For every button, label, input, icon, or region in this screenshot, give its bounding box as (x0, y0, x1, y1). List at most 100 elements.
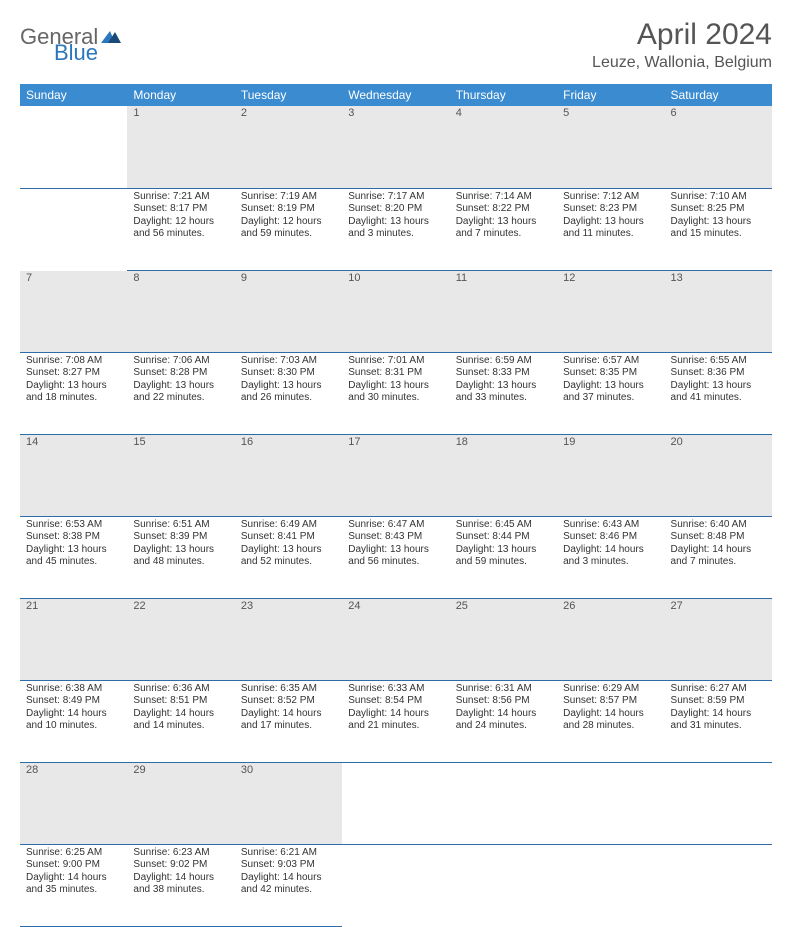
day-line: Daylight: 14 hours (348, 708, 443, 721)
day-body: Sunrise: 6:29 AMSunset: 8:57 PMDaylight:… (557, 681, 664, 737)
calendar-table: SundayMondayTuesdayWednesdayThursdayFrid… (20, 84, 772, 927)
day-cell: Sunrise: 6:59 AMSunset: 8:33 PMDaylight:… (450, 352, 557, 434)
day-line: Daylight: 13 hours (563, 216, 658, 229)
day-line: Daylight: 13 hours (241, 380, 336, 393)
day-line: Daylight: 13 hours (26, 380, 121, 393)
day-body: Sunrise: 6:55 AMSunset: 8:36 PMDaylight:… (665, 353, 772, 409)
day-cell: Sunrise: 6:57 AMSunset: 8:35 PMDaylight:… (557, 352, 664, 434)
week-row: Sunrise: 7:08 AMSunset: 8:27 PMDaylight:… (20, 352, 772, 434)
day-number-cell: 9 (235, 270, 342, 352)
week-row: Sunrise: 6:53 AMSunset: 8:38 PMDaylight:… (20, 516, 772, 598)
day-cell: Sunrise: 6:47 AMSunset: 8:43 PMDaylight:… (342, 516, 449, 598)
day-line: Sunset: 8:33 PM (456, 367, 551, 380)
day-line: Sunrise: 7:12 AM (563, 191, 658, 204)
day-cell: Sunrise: 7:03 AMSunset: 8:30 PMDaylight:… (235, 352, 342, 434)
day-cell: Sunrise: 6:53 AMSunset: 8:38 PMDaylight:… (20, 516, 127, 598)
day-number: 3 (342, 106, 449, 122)
day-number-cell: 28 (20, 762, 127, 844)
day-line: Daylight: 13 hours (563, 380, 658, 393)
day-cell: Sunrise: 6:21 AMSunset: 9:03 PMDaylight:… (235, 844, 342, 926)
day-number-cell (450, 762, 557, 844)
day-line: Sunrise: 7:03 AM (241, 355, 336, 368)
day-body: Sunrise: 6:36 AMSunset: 8:51 PMDaylight:… (127, 681, 234, 737)
day-cell: Sunrise: 7:10 AMSunset: 8:25 PMDaylight:… (665, 188, 772, 270)
day-line: and 17 minutes. (241, 720, 336, 733)
day-body: Sunrise: 6:57 AMSunset: 8:35 PMDaylight:… (557, 353, 664, 409)
day-line: Sunset: 9:00 PM (26, 859, 121, 872)
day-number: 1 (127, 106, 234, 122)
day-number-cell: 18 (450, 434, 557, 516)
day-number: 29 (127, 763, 234, 779)
day-body: Sunrise: 6:53 AMSunset: 8:38 PMDaylight:… (20, 517, 127, 573)
day-line: Sunrise: 7:19 AM (241, 191, 336, 204)
day-line: and 11 minutes. (563, 228, 658, 241)
day-line: Daylight: 14 hours (241, 872, 336, 885)
day-number: 2 (235, 106, 342, 122)
day-cell: Sunrise: 7:12 AMSunset: 8:23 PMDaylight:… (557, 188, 664, 270)
day-body: Sunrise: 6:43 AMSunset: 8:46 PMDaylight:… (557, 517, 664, 573)
day-number: 17 (342, 435, 449, 451)
day-number-cell: 20 (665, 434, 772, 516)
day-cell: Sunrise: 7:14 AMSunset: 8:22 PMDaylight:… (450, 188, 557, 270)
day-cell: Sunrise: 6:27 AMSunset: 8:59 PMDaylight:… (665, 680, 772, 762)
day-line: Sunrise: 6:36 AM (133, 683, 228, 696)
day-body: Sunrise: 7:01 AMSunset: 8:31 PMDaylight:… (342, 353, 449, 409)
day-line: Sunset: 8:30 PM (241, 367, 336, 380)
day-line: and 30 minutes. (348, 392, 443, 405)
day-number-cell: 23 (235, 598, 342, 680)
day-line: Sunrise: 6:43 AM (563, 519, 658, 532)
day-body: Sunrise: 6:40 AMSunset: 8:48 PMDaylight:… (665, 517, 772, 573)
day-number: 8 (127, 271, 234, 287)
day-body: Sunrise: 6:51 AMSunset: 8:39 PMDaylight:… (127, 517, 234, 573)
day-line: Daylight: 14 hours (26, 708, 121, 721)
day-number-cell: 2 (235, 106, 342, 188)
day-line: Sunrise: 7:08 AM (26, 355, 121, 368)
day-line: Sunset: 8:48 PM (671, 531, 766, 544)
day-number: 16 (235, 435, 342, 451)
day-line: Daylight: 14 hours (26, 872, 121, 885)
day-line: Sunset: 8:41 PM (241, 531, 336, 544)
day-line: Sunrise: 6:35 AM (241, 683, 336, 696)
day-line: Daylight: 13 hours (456, 544, 551, 557)
day-body: Sunrise: 7:06 AMSunset: 8:28 PMDaylight:… (127, 353, 234, 409)
week-row: Sunrise: 6:38 AMSunset: 8:49 PMDaylight:… (20, 680, 772, 762)
week-row: Sunrise: 6:25 AMSunset: 9:00 PMDaylight:… (20, 844, 772, 926)
day-line: and 7 minutes. (456, 228, 551, 241)
day-header: Tuesday (235, 84, 342, 106)
day-header: Sunday (20, 84, 127, 106)
day-number-cell (557, 762, 664, 844)
logo-icon-2 (101, 29, 123, 45)
day-cell: Sunrise: 6:25 AMSunset: 9:00 PMDaylight:… (20, 844, 127, 926)
day-body: Sunrise: 6:33 AMSunset: 8:54 PMDaylight:… (342, 681, 449, 737)
day-cell: Sunrise: 6:36 AMSunset: 8:51 PMDaylight:… (127, 680, 234, 762)
day-line: and 14 minutes. (133, 720, 228, 733)
day-number-cell: 11 (450, 270, 557, 352)
day-cell: Sunrise: 7:19 AMSunset: 8:19 PMDaylight:… (235, 188, 342, 270)
day-line: Sunrise: 6:51 AM (133, 519, 228, 532)
day-body: Sunrise: 6:31 AMSunset: 8:56 PMDaylight:… (450, 681, 557, 737)
day-line: Sunset: 9:02 PM (133, 859, 228, 872)
day-number: 15 (127, 435, 234, 451)
day-line: Sunrise: 7:14 AM (456, 191, 551, 204)
daynum-row: 78910111213 (20, 270, 772, 352)
day-line: Daylight: 13 hours (671, 380, 766, 393)
day-line: Daylight: 13 hours (348, 544, 443, 557)
day-number-cell: 10 (342, 270, 449, 352)
day-cell: Sunrise: 6:35 AMSunset: 8:52 PMDaylight:… (235, 680, 342, 762)
day-line: Sunset: 8:43 PM (348, 531, 443, 544)
day-line: Daylight: 14 hours (671, 708, 766, 721)
day-line: Sunset: 8:39 PM (133, 531, 228, 544)
day-line: Sunset: 8:51 PM (133, 695, 228, 708)
month-title: April 2024 (592, 18, 772, 52)
day-line: Sunset: 8:22 PM (456, 203, 551, 216)
day-number-cell: 7 (20, 270, 127, 352)
day-cell: Sunrise: 7:01 AMSunset: 8:31 PMDaylight:… (342, 352, 449, 434)
day-line: Sunrise: 6:40 AM (671, 519, 766, 532)
day-number: 13 (665, 271, 772, 287)
day-line: and 38 minutes. (133, 884, 228, 897)
day-number-cell: 15 (127, 434, 234, 516)
day-line: Daylight: 13 hours (456, 216, 551, 229)
daynum-row: 14151617181920 (20, 434, 772, 516)
day-line: Sunrise: 6:27 AM (671, 683, 766, 696)
daynum-row: 21222324252627 (20, 598, 772, 680)
